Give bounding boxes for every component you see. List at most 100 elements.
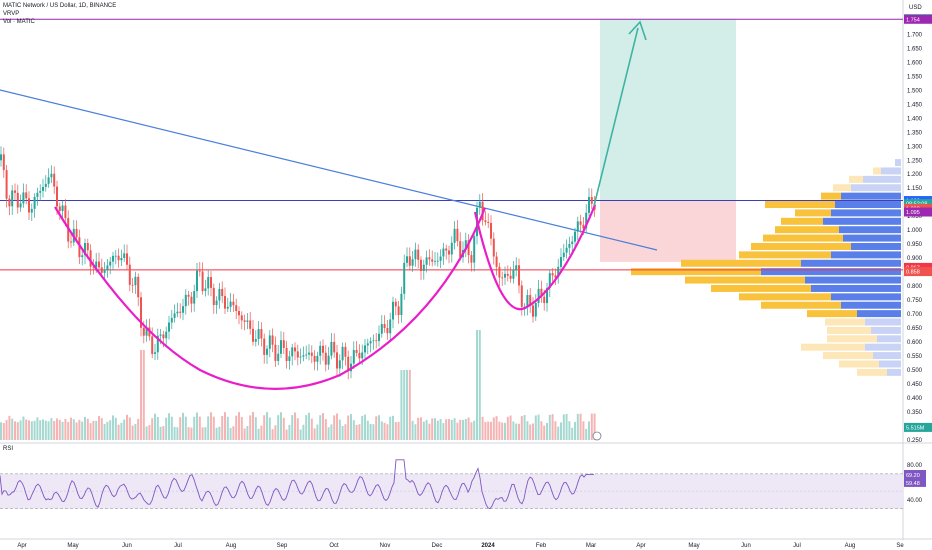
candle-body[interactable] <box>53 173 56 187</box>
volume-indicator-label[interactable]: Vol · MATIC <box>3 19 35 25</box>
candle-body[interactable] <box>296 351 299 358</box>
candle-body[interactable] <box>44 183 47 187</box>
candle-body[interactable] <box>383 324 386 329</box>
candle-body[interactable] <box>47 177 50 184</box>
candle-body[interactable] <box>75 228 78 238</box>
candle-body[interactable] <box>406 256 408 263</box>
candle-body[interactable] <box>142 327 145 336</box>
candle-body[interactable] <box>210 277 212 288</box>
projection-arrow-line[interactable] <box>593 27 639 207</box>
candle-body[interactable] <box>532 305 534 317</box>
candle-body[interactable] <box>179 311 182 313</box>
candle-body[interactable] <box>11 190 14 207</box>
candle-body[interactable] <box>562 252 565 258</box>
candle-body[interactable] <box>92 266 95 268</box>
candle-body[interactable] <box>308 352 310 355</box>
candle-body[interactable] <box>159 334 162 336</box>
candle-body[interactable] <box>0 154 2 161</box>
candle-body[interactable] <box>313 355 316 362</box>
candle-body[interactable] <box>128 264 131 285</box>
candle-body[interactable] <box>347 356 350 372</box>
candle-body[interactable] <box>392 301 394 320</box>
candle-body[interactable] <box>560 257 562 267</box>
candle-body[interactable] <box>8 198 11 207</box>
candle-body[interactable] <box>425 257 428 265</box>
candle-body[interactable] <box>22 192 25 204</box>
candle-body[interactable] <box>299 356 302 358</box>
candle-body[interactable] <box>215 300 218 306</box>
candle-body[interactable] <box>512 269 515 279</box>
candle-body[interactable] <box>84 243 86 256</box>
candle-body[interactable] <box>173 313 176 318</box>
candle-body[interactable] <box>274 344 277 361</box>
candle-body[interactable] <box>557 266 560 278</box>
candle-body[interactable] <box>249 320 252 329</box>
candle-body[interactable] <box>369 341 372 344</box>
candle-body[interactable] <box>327 355 330 365</box>
candle-body[interactable] <box>442 248 445 257</box>
candle-body[interactable] <box>582 224 585 229</box>
candle-body[interactable] <box>439 256 442 261</box>
candle-body[interactable] <box>156 335 159 353</box>
rsi-indicator-label[interactable]: RSI <box>3 446 14 452</box>
candle-body[interactable] <box>36 192 39 197</box>
candle-body[interactable] <box>588 197 590 213</box>
candle-body[interactable] <box>565 247 568 253</box>
candle-body[interactable] <box>232 301 235 306</box>
candle-body[interactable] <box>529 295 532 306</box>
candle-body[interactable] <box>456 228 459 242</box>
candle-body[interactable] <box>372 340 375 342</box>
candle-body[interactable] <box>548 273 551 289</box>
candle-body[interactable] <box>81 255 84 258</box>
candle-body[interactable] <box>89 250 92 267</box>
candle-body[interactable] <box>420 259 422 271</box>
candle-body[interactable] <box>19 203 22 208</box>
candle-body[interactable] <box>14 190 16 193</box>
candle-body[interactable] <box>64 205 67 219</box>
candle-body[interactable] <box>495 256 498 267</box>
candle-body[interactable] <box>268 335 271 349</box>
candle-body[interactable] <box>590 197 593 204</box>
candle-body[interactable] <box>168 322 170 332</box>
candle-body[interactable] <box>504 273 506 278</box>
candle-body[interactable] <box>187 294 190 297</box>
candle-body[interactable] <box>190 296 193 304</box>
candle-body[interactable] <box>470 255 473 263</box>
candle-body[interactable] <box>358 352 361 359</box>
candle-body[interactable] <box>30 208 33 213</box>
candle-body[interactable] <box>364 345 366 353</box>
candle-body[interactable] <box>450 242 453 255</box>
candle-body[interactable] <box>344 346 347 357</box>
candle-body[interactable] <box>212 287 215 306</box>
candle-body[interactable] <box>319 345 322 356</box>
candle-body[interactable] <box>170 317 173 323</box>
candle-body[interactable] <box>336 352 338 369</box>
candle-body[interactable] <box>229 301 232 307</box>
candle-body[interactable] <box>355 349 358 353</box>
candle-body[interactable] <box>28 198 30 213</box>
candle-body[interactable] <box>137 276 140 298</box>
candle-body[interactable] <box>378 333 380 341</box>
candle-body[interactable] <box>134 276 137 286</box>
candle-body[interactable] <box>434 260 436 262</box>
candle-body[interactable] <box>492 238 495 257</box>
candle-body[interactable] <box>464 240 467 250</box>
descending-trendline[interactable] <box>0 89 658 251</box>
candle-body[interactable] <box>5 170 8 199</box>
candle-body[interactable] <box>509 275 512 279</box>
candle-body[interactable] <box>246 320 249 322</box>
candle-body[interactable] <box>333 341 336 353</box>
candle-body[interactable] <box>235 305 238 312</box>
candle-body[interactable] <box>257 329 260 340</box>
candle-body[interactable] <box>221 288 224 297</box>
candle-body[interactable] <box>70 241 72 243</box>
candle-body[interactable] <box>546 288 548 304</box>
candle-body[interactable] <box>554 275 557 278</box>
candle-body[interactable] <box>103 269 106 273</box>
candle-body[interactable] <box>526 295 529 307</box>
candle-body[interactable] <box>266 348 268 355</box>
candle-body[interactable] <box>114 255 117 257</box>
candle-body[interactable] <box>16 192 19 208</box>
